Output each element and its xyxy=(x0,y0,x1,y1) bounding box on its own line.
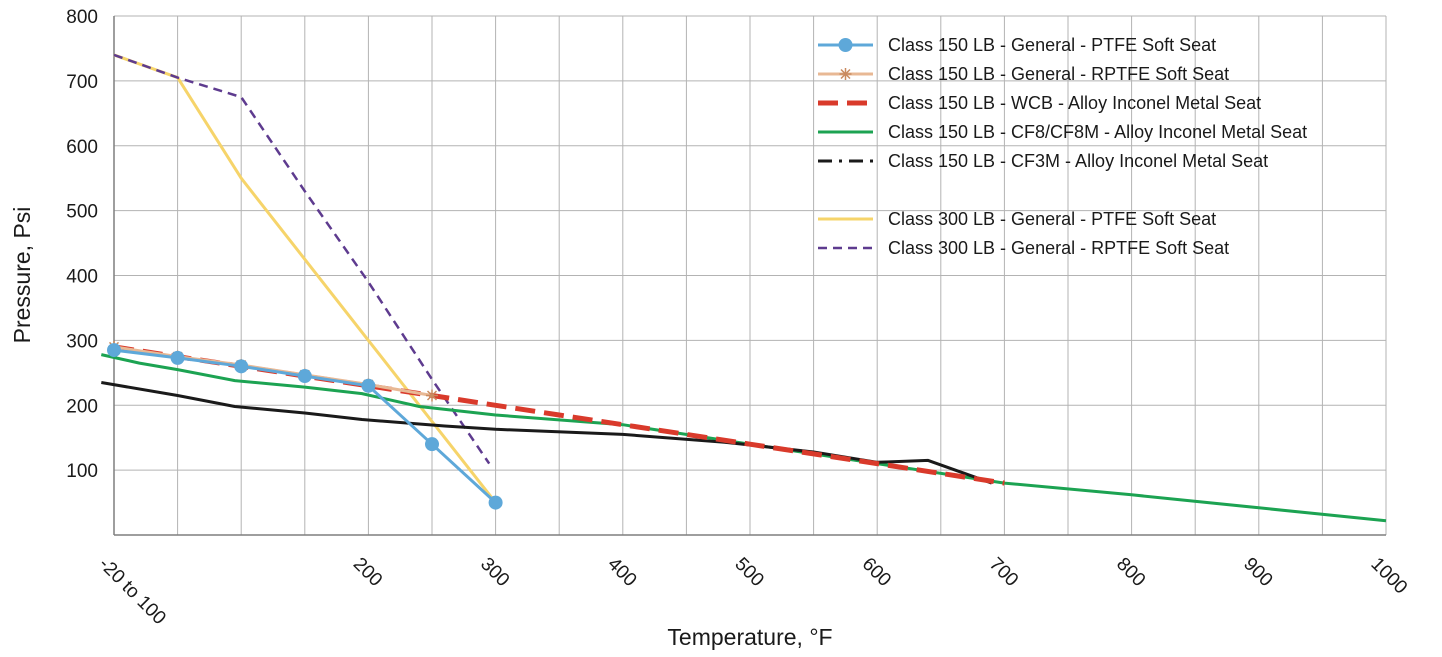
series-4 xyxy=(100,353,1387,523)
legend-item: Class 300 LB - General - RPTFE Soft Seat xyxy=(818,238,1229,258)
series-5 xyxy=(101,381,993,485)
series-line xyxy=(113,53,491,465)
series-line xyxy=(100,353,1387,523)
x-axis-title: Temperature, °F xyxy=(667,624,832,650)
data-point xyxy=(361,378,376,393)
legend-item: Class 150 LB - General - RPTFE Soft Seat xyxy=(818,64,1229,84)
data-point xyxy=(426,389,438,402)
x-tick-label: 200 xyxy=(349,554,386,591)
y-tick-label: 200 xyxy=(66,396,98,417)
x-tick-label: 500 xyxy=(730,554,767,591)
data-point xyxy=(107,343,121,358)
legend-label: Class 150 LB - General - RPTFE Soft Seat xyxy=(888,64,1229,84)
x-tick-label: 900 xyxy=(1239,554,1276,591)
legend-marker xyxy=(839,68,852,80)
series-7 xyxy=(113,53,491,465)
y-tick-label: 800 xyxy=(66,7,98,28)
data-point xyxy=(234,359,249,374)
legend-marker xyxy=(838,38,853,52)
gridlines xyxy=(114,15,1387,535)
y-tick-label: 500 xyxy=(66,202,98,223)
data-series xyxy=(100,53,1387,523)
legend-item: Class 150 LB - General - PTFE Soft Seat xyxy=(818,35,1216,55)
legend-label: Class 150 LB - CF3M - Alloy Inconel Meta… xyxy=(888,151,1268,171)
legend-item: Class 150 LB - CF8/CF8M - Alloy Inconel … xyxy=(818,122,1307,142)
y-tick-label: 700 xyxy=(66,72,98,93)
legend-label: Class 150 LB - CF8/CF8M - Alloy Inconel … xyxy=(888,122,1307,142)
legend: Class 150 LB - General - PTFE Soft Seat C… xyxy=(818,35,1307,258)
data-point xyxy=(425,437,439,452)
y-tick-label: 400 xyxy=(66,267,98,288)
y-axis-title: Pressure, Psi xyxy=(9,207,35,344)
y-tick-label: 100 xyxy=(66,461,98,482)
x-tick-label: 1000 xyxy=(1366,554,1411,599)
series-1 xyxy=(107,343,503,510)
data-point xyxy=(297,369,312,384)
legend-label: Class 300 LB - General - RPTFE Soft Seat xyxy=(888,238,1229,258)
y-tick-label: 300 xyxy=(66,331,98,352)
series-line xyxy=(101,381,993,485)
x-tick-label: -20 to 100 xyxy=(94,554,169,629)
axes xyxy=(113,16,1386,536)
legend-item: Class 150 LB - WCB - Alloy Inconel Metal… xyxy=(818,93,1261,113)
legend-label: Class 150 LB - WCB - Alloy Inconel Metal… xyxy=(888,93,1261,113)
data-point xyxy=(488,495,503,510)
x-tick-label: 400 xyxy=(603,554,640,591)
y-tick-label: 600 xyxy=(66,137,98,158)
legend-label: Class 150 LB - General - PTFE Soft Seat xyxy=(888,35,1216,55)
x-tick-label: 300 xyxy=(476,554,513,591)
legend-item: Class 150 LB - CF3M - Alloy Inconel Meta… xyxy=(818,151,1268,171)
x-tick-label: 700 xyxy=(985,554,1022,591)
data-point xyxy=(170,350,185,365)
legend-label: Class 300 LB - General - PTFE Soft Seat xyxy=(888,209,1216,229)
x-tick-label: 600 xyxy=(858,554,895,591)
legend-item: Class 300 LB - General - PTFE Soft Seat xyxy=(818,209,1216,229)
x-tick-label: 800 xyxy=(1112,554,1149,591)
